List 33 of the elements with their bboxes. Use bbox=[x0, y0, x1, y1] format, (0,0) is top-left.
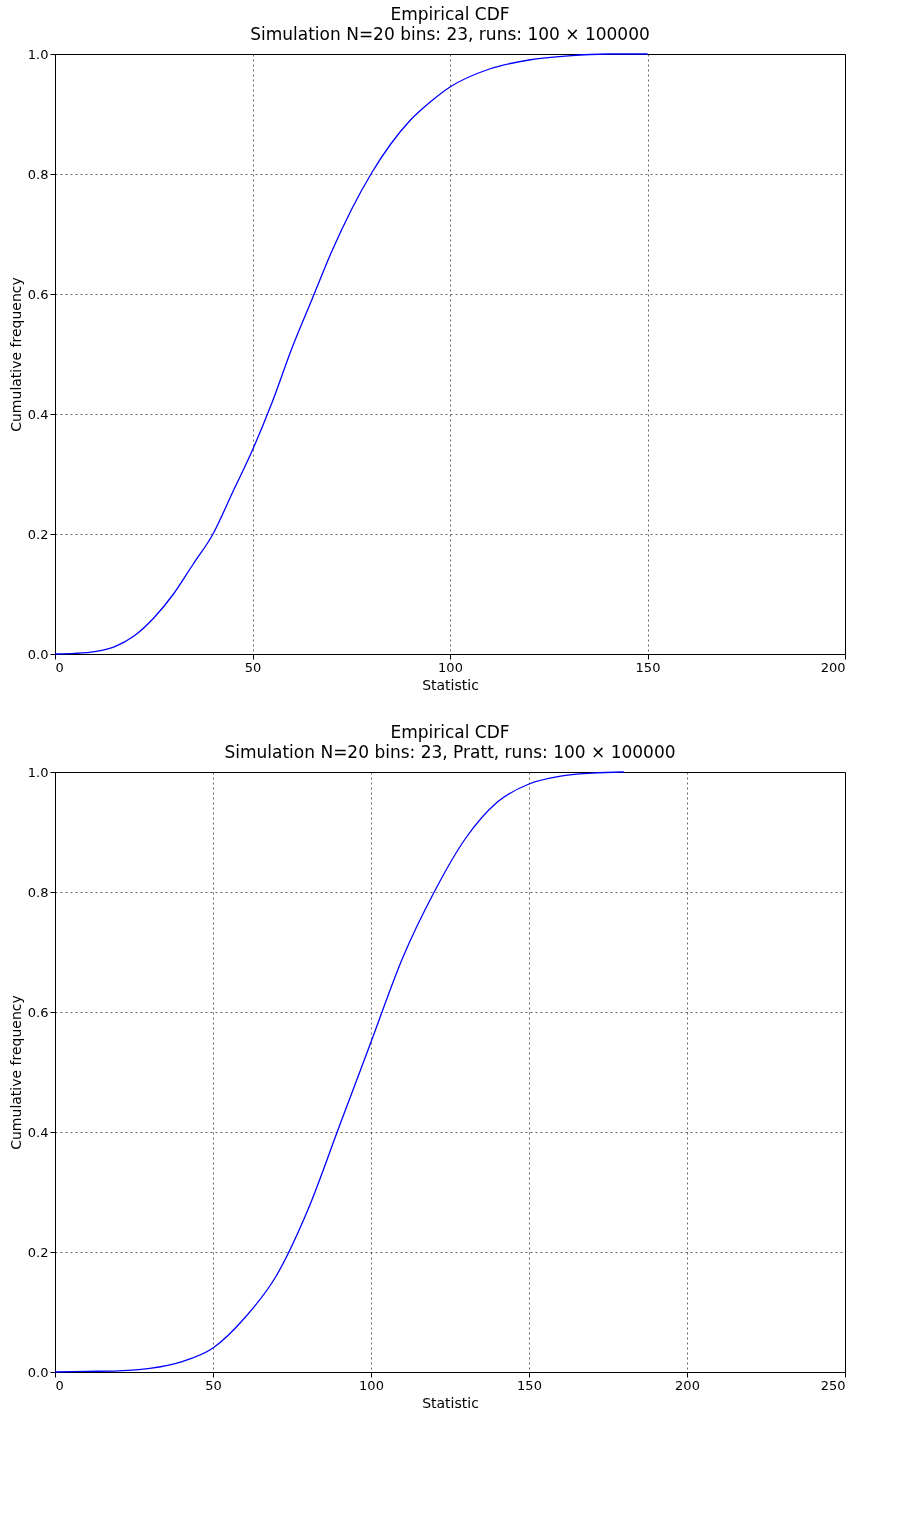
chart-subtitle: Simulation N=20 bins: 23, Pratt, runs: 100 × 100000 bbox=[224, 742, 676, 762]
x-tick-label: 150 bbox=[635, 659, 661, 675]
y-tick-label: 0.4 bbox=[27, 406, 49, 422]
x-tick-label: 250 bbox=[820, 1377, 846, 1393]
y-tick-label: 0.6 bbox=[27, 286, 49, 302]
y-tick-label: 0.0 bbox=[27, 646, 49, 662]
y-tick-label: 0.6 bbox=[27, 1004, 49, 1020]
y-tick-label: 0.2 bbox=[27, 526, 49, 542]
line-series bbox=[54, 53, 649, 655]
x-tick-label: 50 bbox=[244, 659, 262, 675]
y-tick-label: 0.2 bbox=[27, 1244, 49, 1260]
y-tick-label: 1.0 bbox=[27, 46, 49, 62]
x-tick-label: 0 bbox=[55, 1377, 64, 1393]
y-tick-label: 0.4 bbox=[27, 1124, 49, 1140]
chart-title: Empirical CDF bbox=[390, 722, 510, 742]
x-tick-label: 100 bbox=[438, 659, 463, 675]
y-axis-title: Cumulative frequency bbox=[7, 277, 24, 432]
x-axis-title: Statistic bbox=[422, 1394, 479, 1411]
x-tick-label: 200 bbox=[820, 659, 846, 675]
chart-title: Empirical CDF bbox=[390, 4, 510, 24]
x-tick-label: 200 bbox=[675, 1377, 700, 1393]
x-tick-label: 0 bbox=[55, 659, 64, 675]
line-series bbox=[54, 771, 625, 1373]
x-axis-title: Statistic bbox=[422, 676, 479, 693]
x-tick-label: 100 bbox=[359, 1377, 384, 1393]
y-tick-label: 0.0 bbox=[27, 1364, 49, 1380]
y-tick-label: 1.0 bbox=[27, 764, 49, 780]
y-tick-label: 0.8 bbox=[27, 166, 49, 182]
y-axis-title: Cumulative frequency bbox=[7, 995, 24, 1150]
x-tick-label: 50 bbox=[205, 1377, 222, 1393]
x-tick-label: 150 bbox=[517, 1377, 542, 1393]
y-tick-label: 0.8 bbox=[27, 884, 49, 900]
chart-subtitle: Simulation N=20 bins: 23, runs: 100 × 100000 bbox=[250, 24, 650, 44]
